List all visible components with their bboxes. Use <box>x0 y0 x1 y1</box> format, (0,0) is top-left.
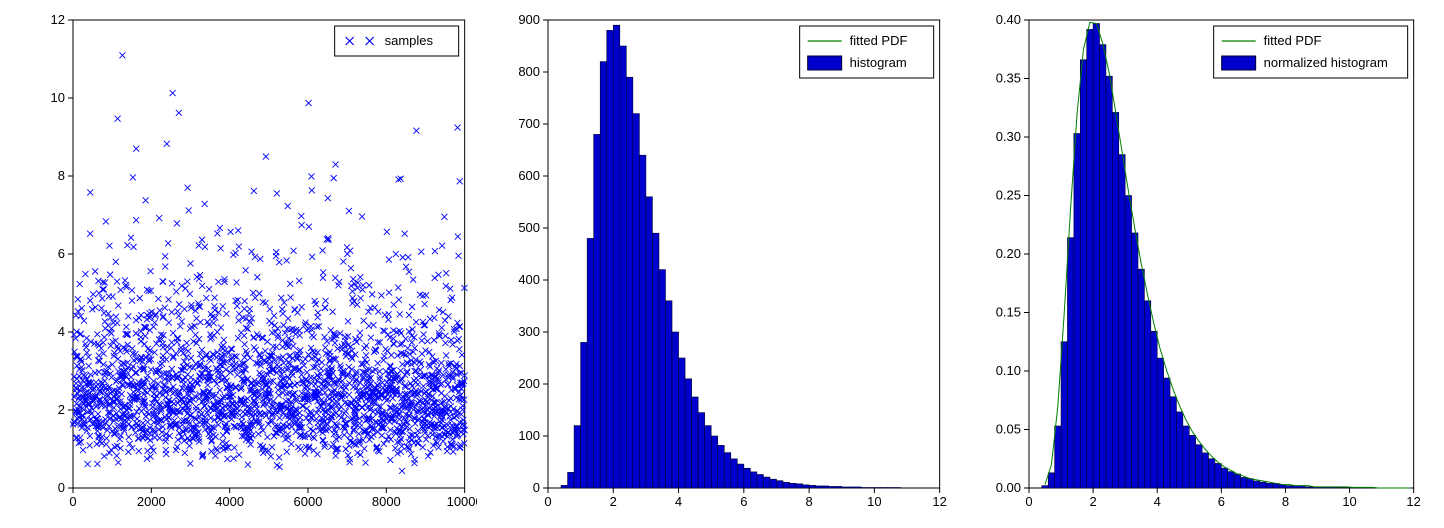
normalized-panel: 0246810120.000.050.100.150.200.250.300.3… <box>967 10 1426 518</box>
normalized-chart: 0246810120.000.050.100.150.200.250.300.3… <box>967 10 1426 518</box>
histogram-chart: 0246810120100200300400500600700800900fit… <box>493 10 952 518</box>
scatter-points <box>70 52 468 474</box>
svg-text:0: 0 <box>69 494 76 509</box>
legend-label: fitted PDF <box>849 33 907 48</box>
svg-text:2: 2 <box>58 402 65 417</box>
svg-text:8: 8 <box>58 168 65 183</box>
normalized-bars <box>1042 24 1375 488</box>
svg-text:8000: 8000 <box>372 494 401 509</box>
svg-text:10000: 10000 <box>447 494 477 509</box>
svg-text:4: 4 <box>58 324 65 339</box>
legend-label: fitted PDF <box>1264 33 1322 48</box>
legend-patch-icon <box>807 56 841 70</box>
svg-text:6000: 6000 <box>294 494 323 509</box>
histogram-panel: 0246810120100200300400500600700800900fit… <box>493 10 952 518</box>
svg-text:2000: 2000 <box>137 494 166 509</box>
legend-label: normalized histogram <box>1264 55 1388 70</box>
svg-text:4000: 4000 <box>215 494 244 509</box>
svg-text:6: 6 <box>58 246 65 261</box>
scatter-panel: 0 2000 4000 6000 8000 10000 0 2 4 6 8 10 12 samples <box>18 10 477 518</box>
legend-patch-icon <box>1222 56 1256 70</box>
figure-container: 0 2000 4000 6000 8000 10000 0 2 4 6 8 10 12 samples 0… <box>0 0 1444 528</box>
histogram-bars <box>561 25 900 488</box>
legend-label: histogram <box>849 55 906 70</box>
scatter-chart: 0 2000 4000 6000 8000 10000 0 2 4 6 8 10 12 samples <box>18 10 477 518</box>
svg-text:12: 12 <box>51 12 65 27</box>
svg-text:0: 0 <box>58 480 65 495</box>
svg-text:10: 10 <box>51 90 65 105</box>
legend-label: samples <box>385 33 434 48</box>
